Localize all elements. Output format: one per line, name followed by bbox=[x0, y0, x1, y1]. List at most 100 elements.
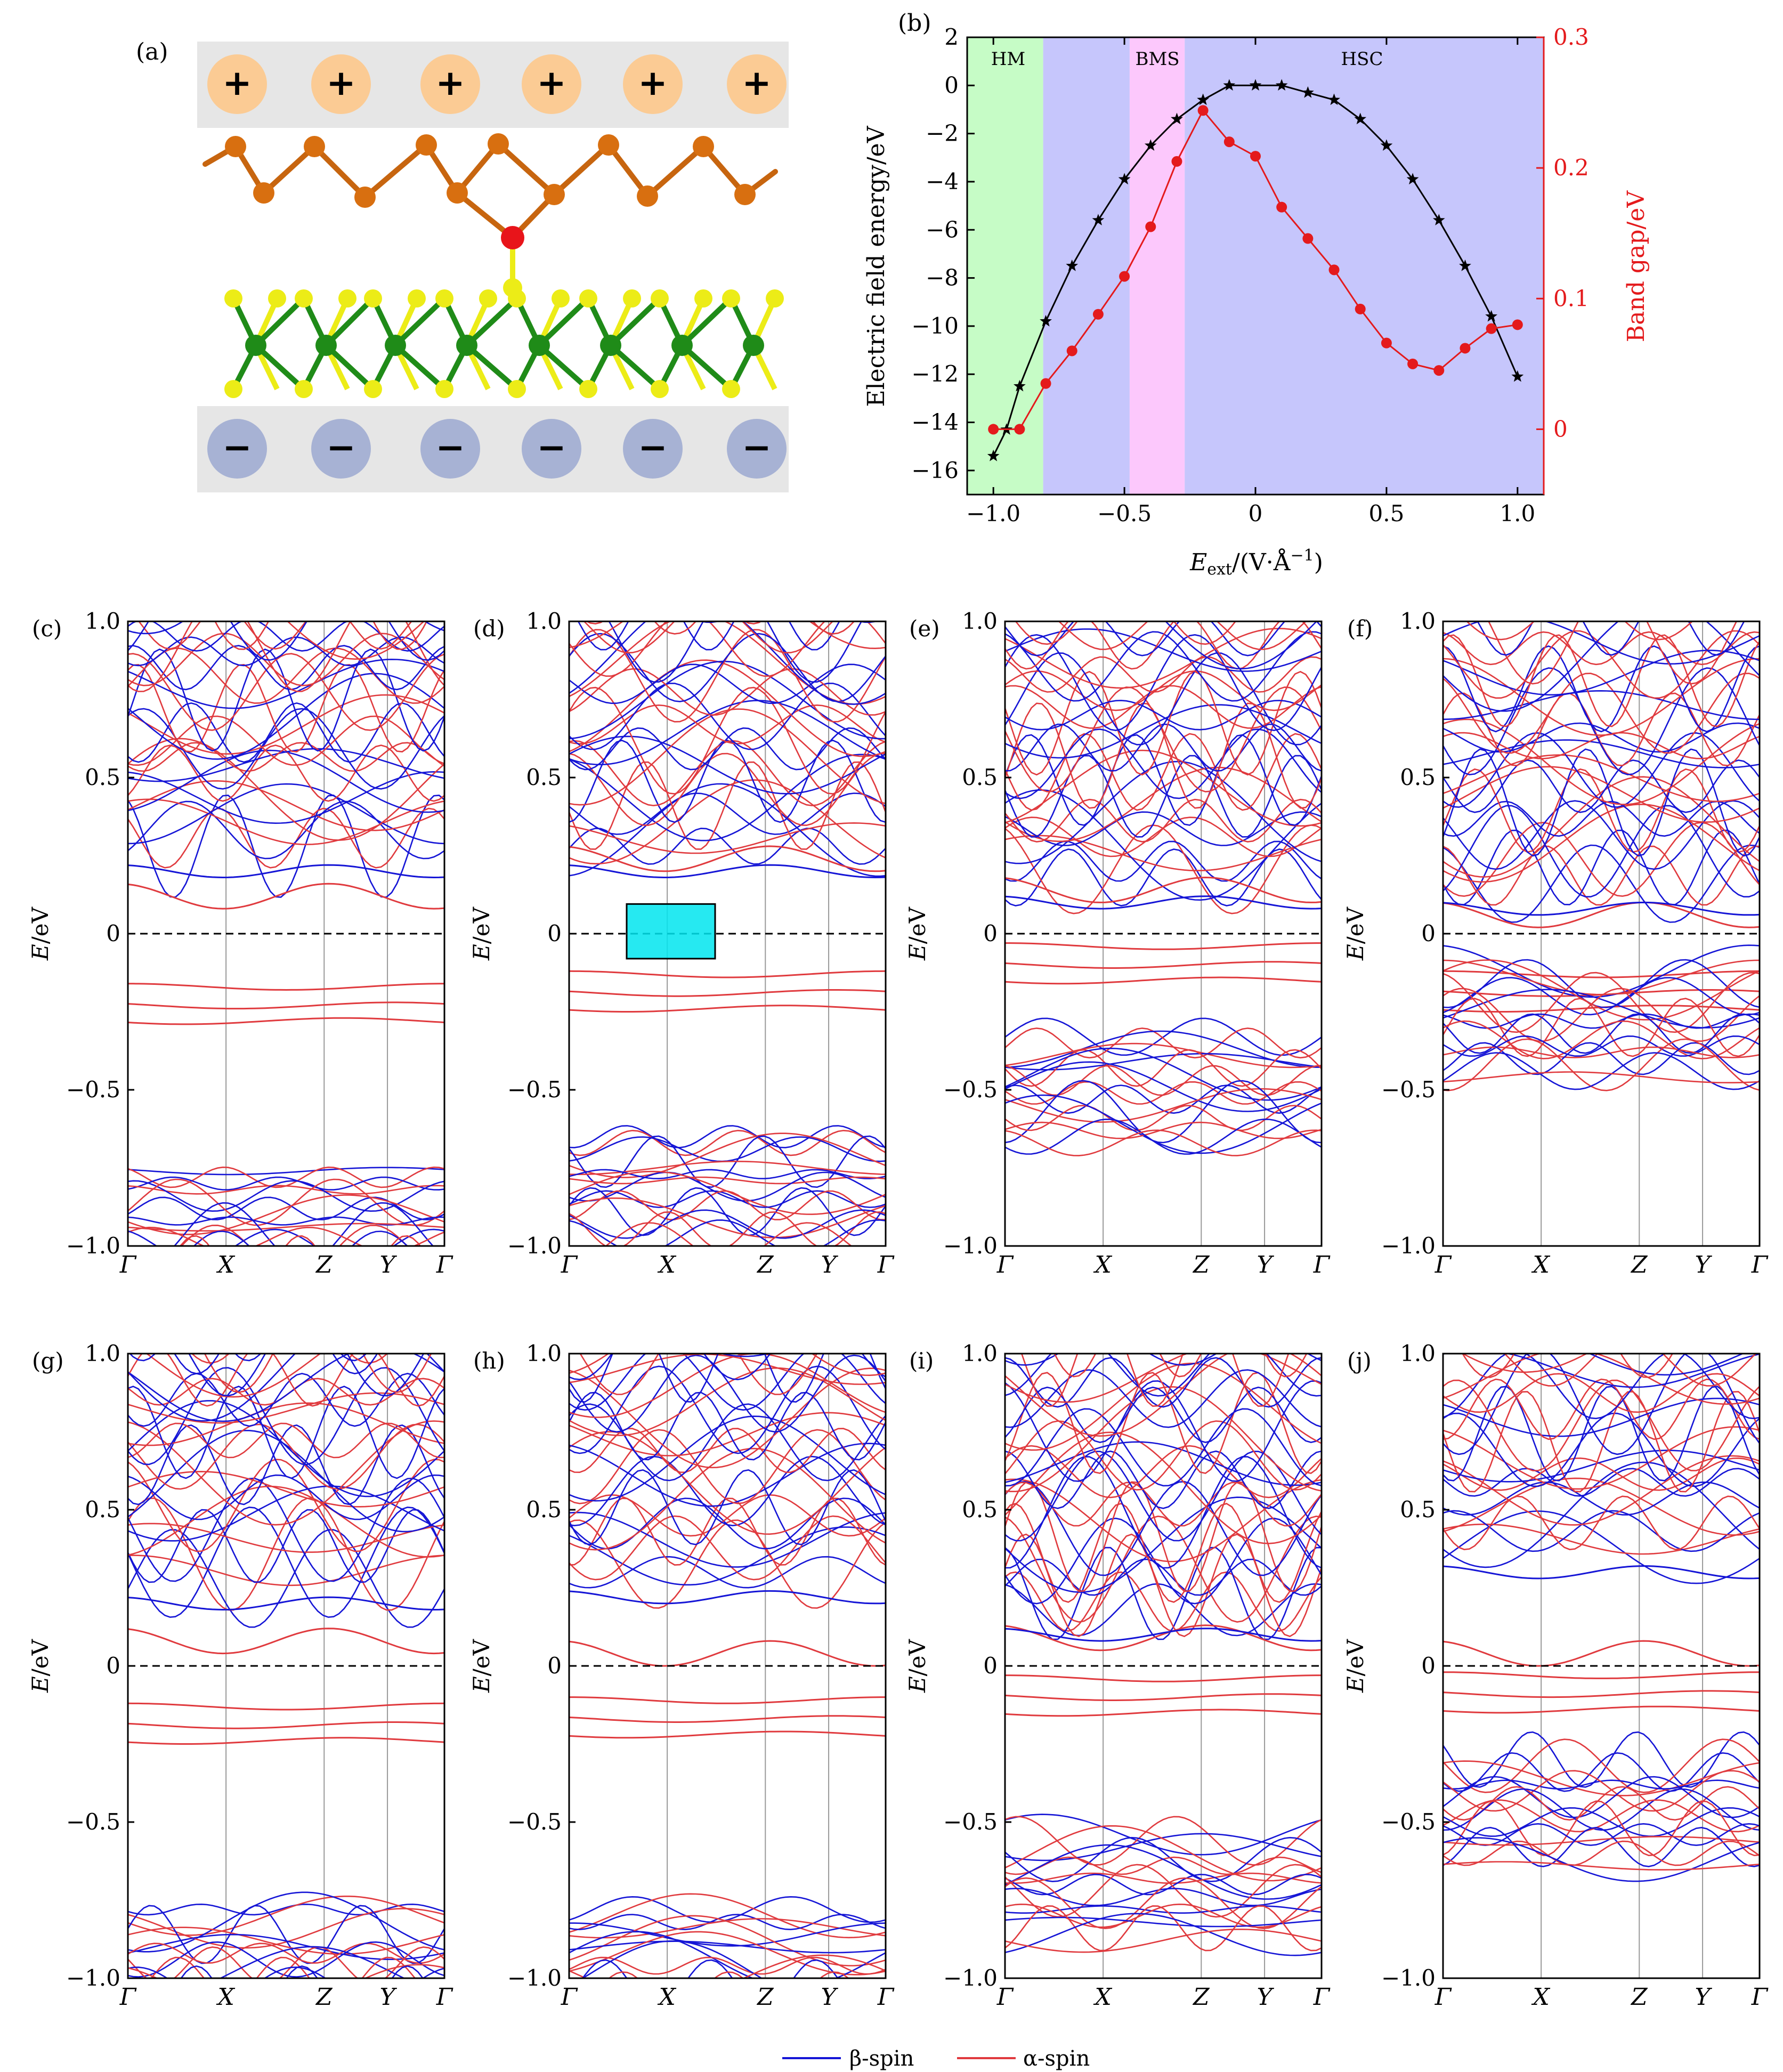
positive-charge-4 bbox=[623, 54, 683, 114]
negative-charge-5 bbox=[727, 419, 787, 479]
band-line bbox=[173, 1202, 434, 1246]
band-line bbox=[128, 694, 444, 755]
band-panel-7: 1.00.50−0.5−1.0Γ X Z Y ΓE/eV(j) bbox=[1342, 1249, 1769, 2011]
band-line bbox=[150, 1956, 416, 1978]
band-ytick-label-3: −0.5 bbox=[1381, 1809, 1436, 1835]
minus-sign-1: − bbox=[326, 427, 355, 468]
band-line bbox=[128, 1989, 444, 2042]
band-line bbox=[569, 1954, 886, 1978]
band-line bbox=[1443, 1013, 1760, 1054]
kpoint-label-2: Z bbox=[1630, 1984, 1648, 2011]
band-line bbox=[1443, 1354, 1760, 1420]
band-line bbox=[1005, 1094, 1322, 1154]
band-line bbox=[569, 1914, 886, 1930]
band-ytick-label-0: 1.0 bbox=[1400, 608, 1436, 634]
band-line bbox=[1443, 972, 1760, 1033]
band-line bbox=[569, 1354, 886, 1385]
band-line bbox=[1020, 1354, 1290, 1407]
band-line bbox=[1005, 1042, 1322, 1069]
bond-cross2-2 bbox=[393, 343, 447, 391]
band-gap-point-16 bbox=[1407, 358, 1419, 369]
band-line bbox=[128, 1903, 444, 1916]
band-line bbox=[128, 738, 444, 841]
field-energy-point-19 bbox=[1459, 260, 1471, 271]
band-line bbox=[1443, 1461, 1760, 1568]
minus-sign-4: − bbox=[638, 427, 667, 468]
band-gap-point-4 bbox=[1092, 309, 1104, 320]
band-line bbox=[1443, 667, 1760, 775]
band-line bbox=[1005, 1903, 1322, 1928]
band-line bbox=[1005, 1844, 1322, 1900]
sulfur-bottom-6 bbox=[651, 380, 669, 398]
band-line bbox=[128, 1555, 444, 1587]
chain-bond-9 bbox=[606, 142, 650, 199]
band-line bbox=[128, 1529, 444, 1628]
band-line bbox=[569, 1590, 886, 1605]
band-line bbox=[1443, 1249, 1760, 1326]
band-line bbox=[569, 783, 886, 877]
band-line bbox=[1443, 805, 1760, 897]
band-line bbox=[569, 752, 886, 826]
band-line bbox=[569, 1979, 886, 2014]
band-line bbox=[569, 1640, 886, 1667]
band-line bbox=[1005, 1354, 1322, 1397]
band-line bbox=[128, 1392, 444, 1424]
band-ylabel-unit: /eV bbox=[27, 1639, 53, 1676]
band-line bbox=[1005, 1583, 1322, 1637]
band-line bbox=[128, 1223, 444, 1232]
band-line bbox=[1005, 634, 1322, 731]
kpoint-label-2: Z bbox=[315, 1984, 333, 2011]
kpoint-label-4: Γ bbox=[1751, 1251, 1769, 1278]
kpoint-label-1: X bbox=[1531, 1251, 1550, 1278]
band-line bbox=[1443, 634, 1760, 727]
sulfur-top-0 bbox=[224, 289, 242, 307]
band-line bbox=[1005, 1571, 1322, 1632]
y-left-tick-label-1: 0 bbox=[944, 72, 959, 98]
band-line bbox=[569, 1998, 886, 2008]
band-line bbox=[569, 1005, 886, 1013]
x-tick-label-0: −1.0 bbox=[966, 500, 1020, 527]
band-line bbox=[1443, 844, 1760, 923]
sulfur-top-2 bbox=[364, 289, 382, 307]
band-line bbox=[1005, 670, 1322, 776]
band-ylabel-unit: /eV bbox=[1342, 1639, 1368, 1676]
band-line bbox=[1005, 734, 1322, 826]
field-energy-point-2 bbox=[1014, 379, 1026, 392]
field-energy-point-0 bbox=[987, 449, 1000, 462]
band-line bbox=[569, 1259, 886, 1350]
band-line bbox=[569, 1354, 886, 1433]
band-frame-5 bbox=[568, 1353, 887, 1979]
bands-0 bbox=[128, 621, 444, 1246]
band-line bbox=[128, 1017, 444, 1025]
band-line bbox=[569, 1715, 886, 1723]
band-line bbox=[1005, 733, 1322, 811]
band-line bbox=[1443, 1455, 1760, 1526]
band-line bbox=[1443, 1690, 1760, 1698]
band-line bbox=[128, 1400, 444, 1498]
x-axis-label-symbol: E bbox=[1189, 549, 1207, 576]
band-line bbox=[1005, 749, 1322, 827]
band-line bbox=[128, 1891, 444, 1953]
band-line bbox=[1164, 621, 1318, 670]
band-panel-label-3: (f) bbox=[1347, 616, 1373, 642]
band-line bbox=[1443, 1386, 1760, 1482]
region-hm bbox=[967, 37, 1043, 495]
band-gap-point-19 bbox=[1486, 323, 1497, 334]
sulfur-top-5 bbox=[579, 289, 597, 307]
chain-atom-9 bbox=[637, 185, 658, 207]
y-left-tick-label-0: 2 bbox=[944, 24, 959, 50]
band-line bbox=[1488, 621, 1738, 685]
sulfur-top-3 bbox=[435, 289, 453, 307]
band-ylabel-symbol: E bbox=[1342, 944, 1368, 961]
band-ylabel-symbol: E bbox=[1342, 1676, 1368, 1693]
sulfur-bottom-1 bbox=[295, 380, 313, 398]
band-line bbox=[1005, 1357, 1322, 1408]
band-line bbox=[145, 1354, 321, 1398]
minus-sign-5: − bbox=[742, 427, 771, 468]
sulfur-top2-6 bbox=[694, 289, 712, 307]
band-ytick-label-4: −1.0 bbox=[943, 1233, 998, 1259]
band-line bbox=[128, 1430, 444, 1533]
band-line bbox=[1588, 1354, 1745, 1376]
band-line bbox=[569, 621, 886, 705]
band-line bbox=[1443, 1306, 1760, 1334]
